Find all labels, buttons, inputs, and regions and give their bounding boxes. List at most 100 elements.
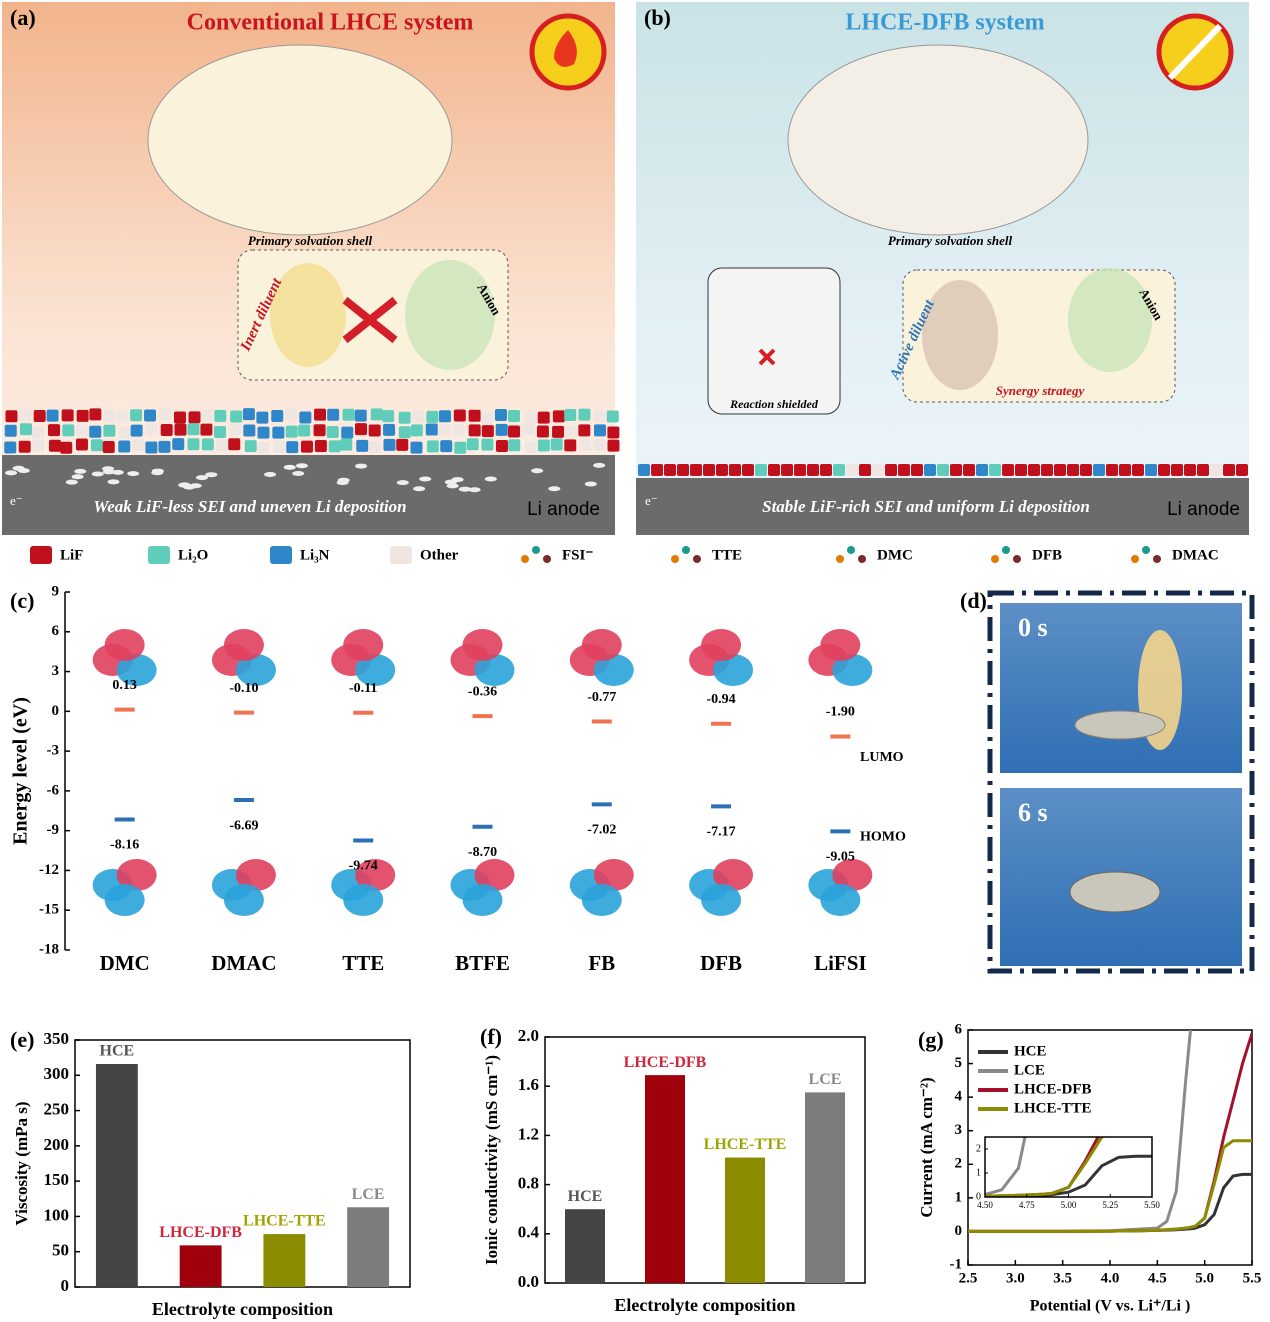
sei-grain — [18, 440, 31, 453]
orbital — [462, 884, 503, 916]
sei-grain — [285, 425, 298, 438]
sei-grain — [579, 439, 592, 452]
y-tick-label: 100 — [44, 1205, 70, 1224]
legend-label: FSI⁻ — [562, 547, 593, 563]
axes-frame — [74, 1039, 411, 1288]
orbital — [116, 654, 157, 686]
sei-grain — [144, 409, 157, 422]
x-tick-label: 2.5 — [959, 1270, 978, 1286]
sei-grain — [1054, 464, 1066, 476]
sei-grain — [466, 438, 479, 451]
orbital — [713, 654, 754, 686]
sei-grain — [342, 408, 355, 421]
sei-grain — [229, 423, 242, 436]
y-tick-label: 1.2 — [518, 1124, 539, 1143]
shielded-label: Reaction shielded — [729, 397, 819, 411]
orbital — [235, 859, 276, 891]
sei-grain — [594, 424, 607, 437]
orbital — [581, 884, 622, 916]
bar — [725, 1157, 765, 1283]
panel-label: (b) — [644, 5, 671, 30]
sei-grain — [32, 426, 45, 439]
sei-grain — [75, 424, 88, 437]
photo — [1000, 603, 1242, 773]
orbital — [820, 629, 861, 661]
sei-grain — [103, 424, 116, 437]
sei-grain — [438, 424, 451, 437]
sei-grain — [61, 409, 74, 422]
li-pore — [468, 487, 481, 493]
sei-grain — [356, 439, 369, 452]
sei-grain — [354, 423, 367, 436]
synergy-label: Synergy strategy — [996, 383, 1085, 398]
panel-label: (d) — [960, 588, 987, 613]
legend-label: HCE — [1014, 1043, 1047, 1059]
sei-grain — [677, 464, 689, 476]
sei-grain — [1093, 464, 1105, 476]
legend-swatch — [270, 546, 292, 564]
sei-grain — [453, 409, 466, 422]
legend-swatch — [390, 546, 412, 564]
sei-grain — [781, 464, 793, 476]
sei-grain — [383, 438, 396, 451]
y-axis-title: Ionic conductivity (mS cm⁻¹) — [482, 1055, 501, 1265]
orbital — [355, 654, 396, 686]
sei-grain — [132, 439, 145, 452]
legend-molecule — [991, 555, 999, 563]
sei-grain — [4, 441, 17, 454]
legend-label: Li₃N — [300, 547, 330, 563]
sei-grain — [807, 464, 819, 476]
sei-grain — [494, 408, 507, 421]
sei-grain — [214, 426, 227, 439]
sei-grain — [410, 424, 423, 437]
orbital — [223, 884, 264, 916]
sei-grain — [174, 423, 187, 436]
li-pore — [484, 476, 497, 482]
sei-grain — [200, 423, 213, 436]
sei-grain — [481, 438, 494, 451]
y-tick-label: 0.4 — [518, 1223, 540, 1242]
sei-grain — [552, 410, 565, 423]
orbital — [343, 629, 384, 661]
sei-grain — [89, 425, 102, 438]
y-tick-label: 250 — [44, 1099, 70, 1118]
category-label: LiFSI — [814, 951, 867, 975]
anion-bubble — [1068, 268, 1152, 372]
sei-grain — [508, 425, 521, 438]
legend-label: Li₂O — [178, 547, 208, 563]
panel-label: (c) — [10, 588, 34, 613]
sei-grain — [48, 439, 61, 452]
sei-grain — [89, 408, 102, 421]
bar-label: HCE — [568, 1188, 603, 1205]
sei-grain — [859, 464, 871, 476]
sei-grain — [398, 411, 411, 424]
li-pore — [458, 486, 471, 492]
anode-label: Li anode — [527, 499, 600, 520]
li-pore — [283, 464, 296, 470]
orbital — [832, 654, 873, 686]
li-pore — [584, 481, 597, 487]
y-tick-label: 6 — [955, 1021, 963, 1037]
bar — [95, 1063, 138, 1287]
x-tick-label: 3.0 — [1006, 1270, 1025, 1286]
li-pore — [65, 479, 78, 485]
orbital — [701, 629, 742, 661]
value-label: -0.94 — [706, 692, 735, 707]
value-label: -9.05 — [826, 850, 855, 865]
x-tick-label: 4.50 — [977, 1200, 993, 1210]
sei-grain — [60, 441, 73, 454]
sei-grain — [368, 440, 381, 453]
series-line — [968, 1139, 1252, 1233]
category-label: DMAC — [211, 951, 276, 975]
y-axis-title: Viscosity (mPa s) — [12, 1101, 31, 1225]
y-tick-label: -6 — [47, 782, 60, 798]
cross — [342, 296, 398, 344]
bar-label: LHCE-TTE — [243, 1213, 326, 1230]
sei-grain — [370, 408, 383, 421]
legend-molecule — [693, 555, 701, 563]
orbital — [832, 859, 873, 891]
sei-grain — [963, 464, 975, 476]
panel-title: LHCE-DFB system — [845, 10, 1044, 36]
sei-grain — [833, 464, 845, 476]
legend-molecule — [1153, 555, 1161, 563]
